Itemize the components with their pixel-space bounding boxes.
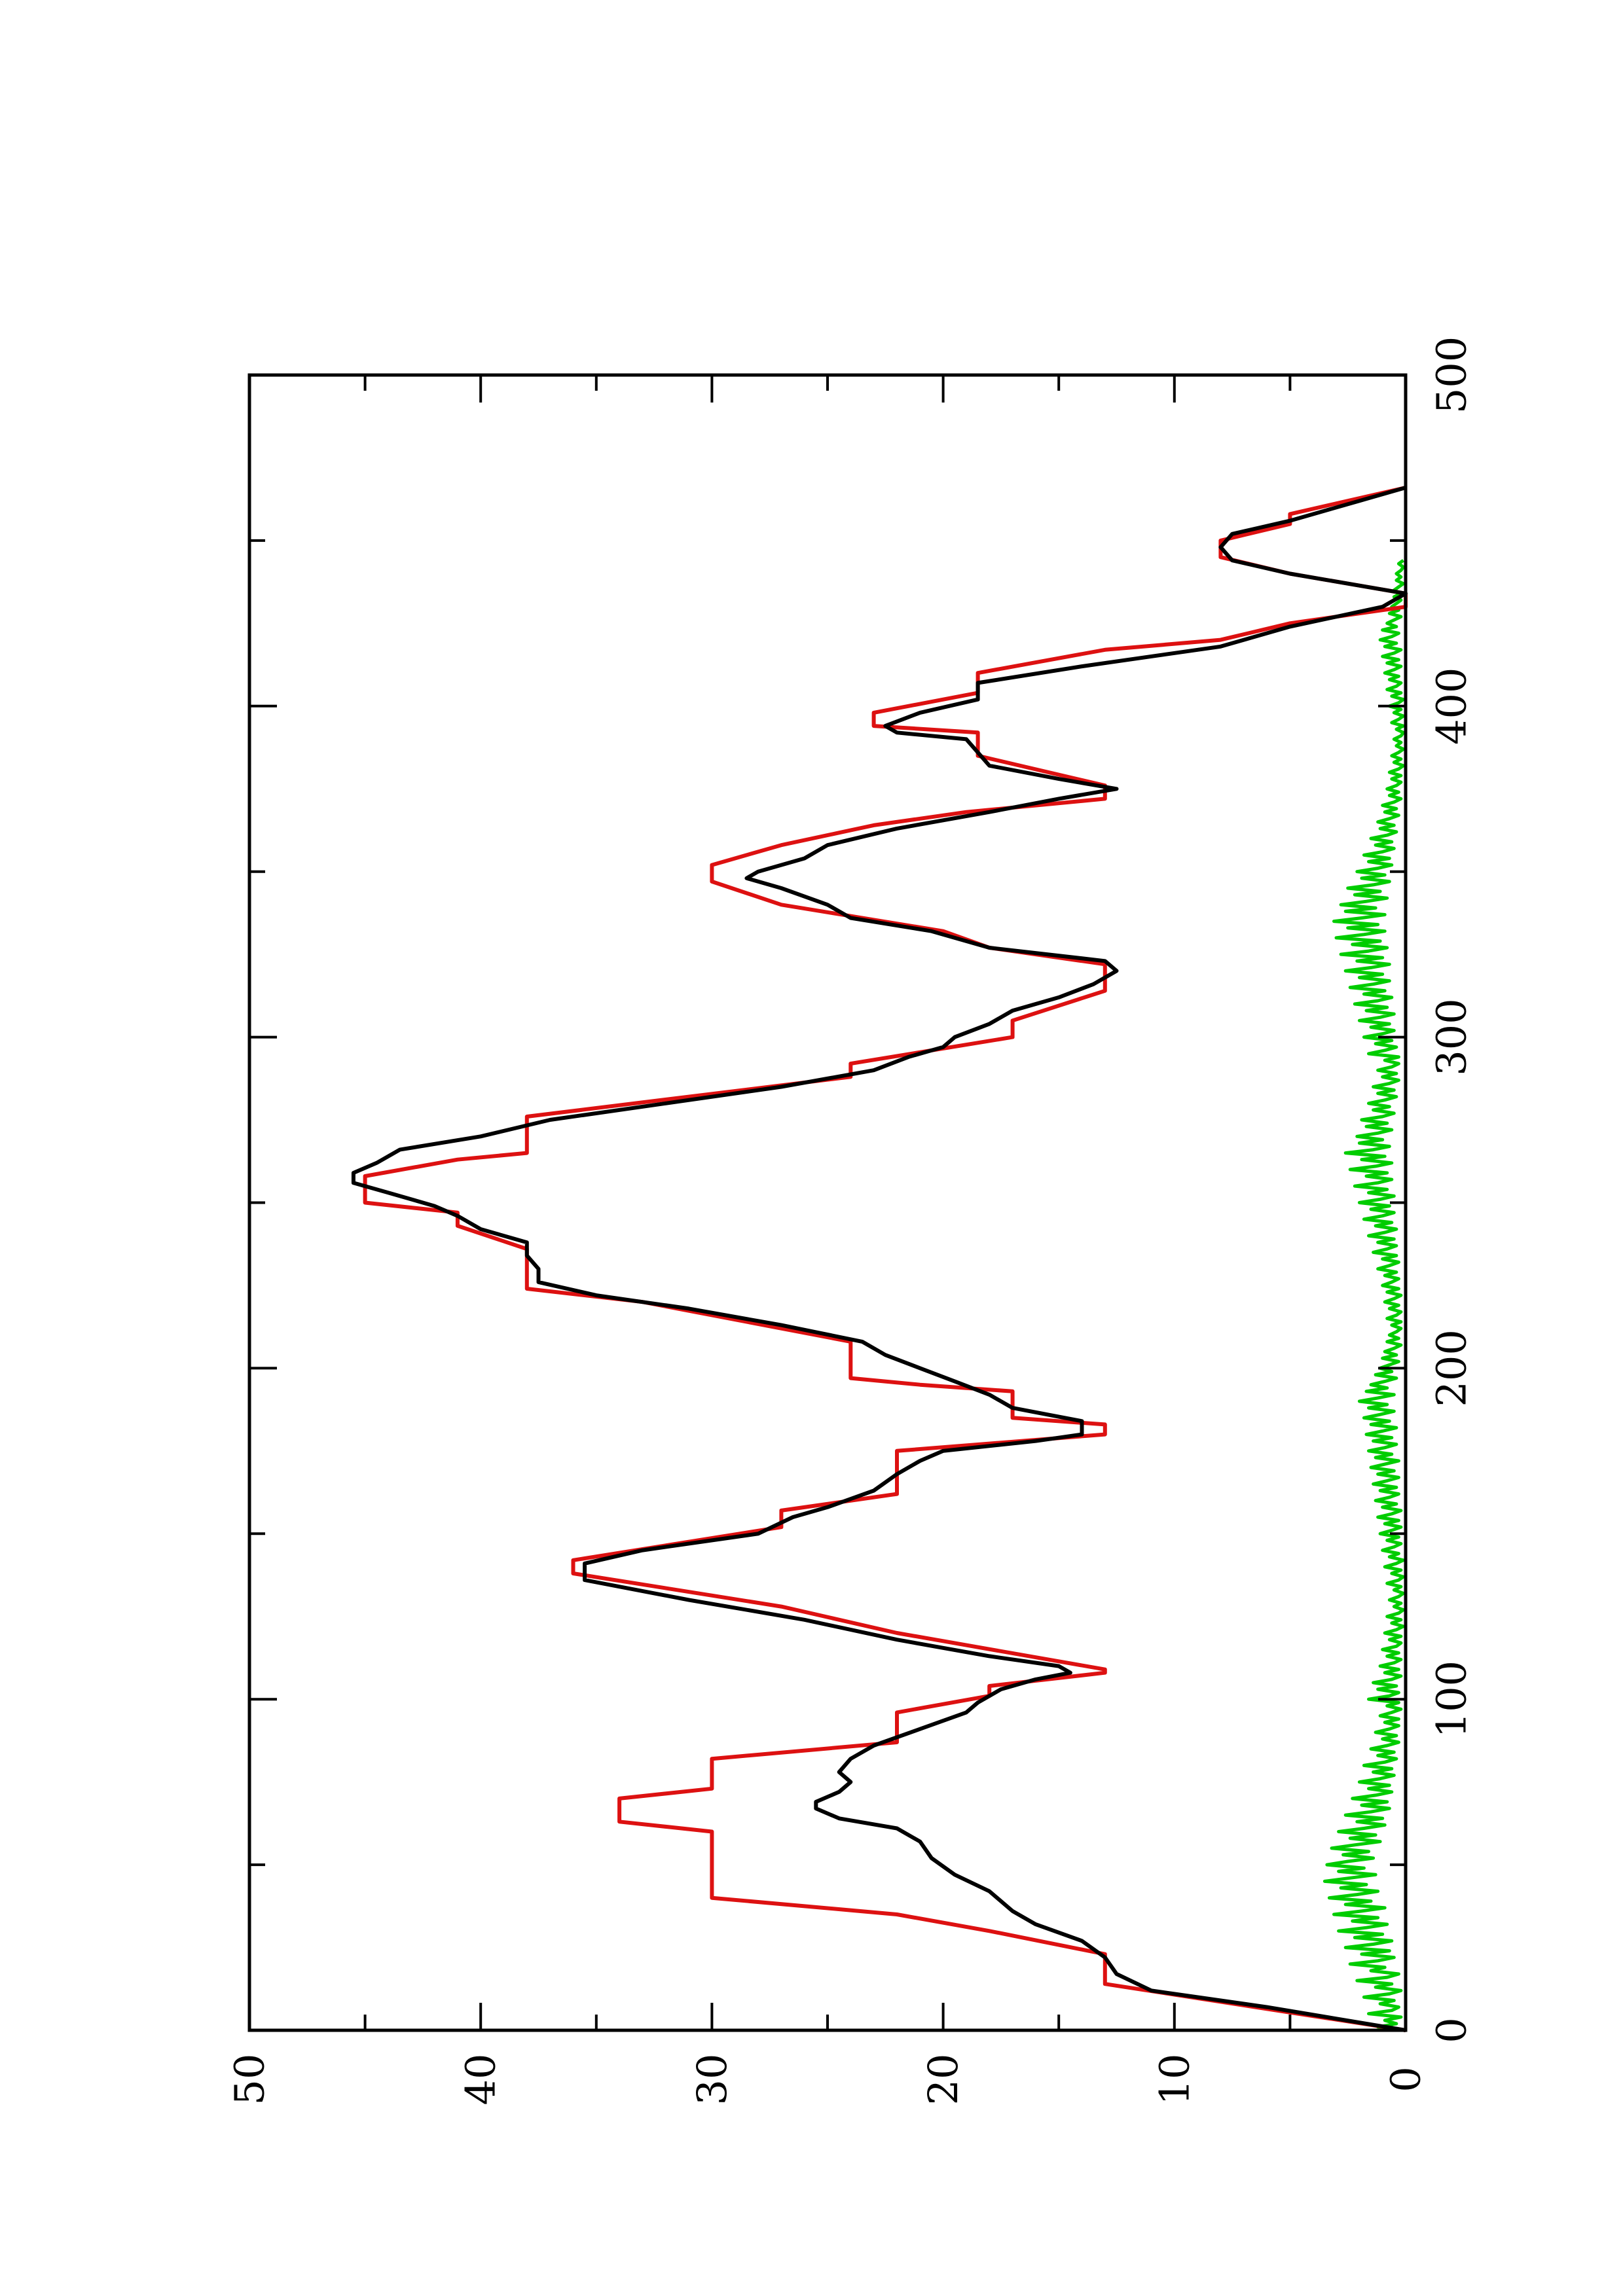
x-tick-label: 500 <box>1428 336 1476 414</box>
x-tick-label: 0 <box>1428 2017 1476 2043</box>
y-tick-label: 20 <box>919 2054 967 2106</box>
y-tick-label: 0 <box>1382 2066 1430 2092</box>
y-tick-label: 10 <box>1150 2054 1198 2106</box>
y-tick-label: 30 <box>688 2054 736 2106</box>
series-2-line <box>1322 559 1405 2032</box>
x-tick-label: 200 <box>1428 1329 1476 1407</box>
plot-area <box>351 486 1408 2032</box>
x-tick-label: 300 <box>1428 998 1476 1075</box>
series-1-line <box>351 486 1408 2032</box>
series-0-line <box>363 486 1408 2032</box>
x-tick-label: 400 <box>1428 668 1476 745</box>
y-tick-label: 40 <box>457 2054 505 2106</box>
tick-labels: 0 100 200 300 400 500 0 10 20 30 40 50 <box>226 336 1476 2106</box>
y-tick-label: 50 <box>226 2054 274 2106</box>
axes <box>247 373 1408 2032</box>
x-tick-label: 100 <box>1428 1660 1476 1738</box>
